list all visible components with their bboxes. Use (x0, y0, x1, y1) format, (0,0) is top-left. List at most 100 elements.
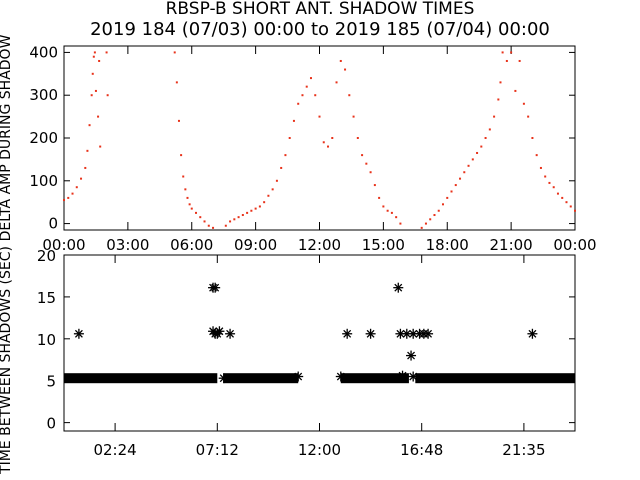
delta-amp-point (237, 216, 240, 219)
interval-marker (365, 328, 376, 339)
delta-amp-point (212, 226, 215, 229)
time-between-shadows-panel: TIME BETWEEN SHADOWS (SEC) 0 5 10 15 20 02:2… (0, 246, 576, 475)
delta-amp-point (271, 188, 274, 191)
delta-amp-point (480, 145, 483, 148)
delta-amp-point (352, 115, 355, 118)
delta-amp-point (548, 181, 551, 184)
delta-amp-point (535, 154, 538, 157)
baseline-marker-band (340, 373, 409, 384)
delta-amp-point (522, 102, 525, 105)
bottom-y-tick-label: 10 (37, 331, 56, 349)
delta-amp-point (90, 94, 93, 97)
delta-amp-point (188, 203, 191, 206)
delta-amp-point (88, 124, 91, 127)
interval-marker (406, 350, 417, 361)
bottom-x-tick-label: 07:12 (196, 441, 239, 459)
delta-amp-point (476, 151, 479, 154)
delta-amp-point (463, 171, 466, 174)
bottom-y-tick-label: 15 (37, 289, 56, 307)
delta-amp-point (284, 154, 287, 157)
delta-amp-point (441, 203, 444, 206)
delta-amp-point (75, 186, 78, 189)
interval-marker (335, 371, 346, 382)
delta-amp-point (250, 209, 253, 212)
delta-amp-point (177, 119, 180, 122)
delta-amp-point (91, 72, 94, 75)
delta-amp-point (488, 128, 491, 131)
top-y-tick-label: 400 (29, 43, 58, 61)
delta-amp-point (190, 207, 193, 210)
delta-amp-point (556, 192, 559, 195)
interval-marker (293, 371, 304, 382)
delta-amp-point (373, 184, 376, 187)
delta-amp-point (424, 222, 427, 225)
top-x-tick-label: 00:00 (42, 236, 85, 254)
delta-amp-point (98, 59, 101, 62)
delta-amp-point (514, 89, 517, 92)
delta-amp-point (429, 218, 432, 221)
delta-amp-point (305, 85, 308, 88)
delta-amp-point (454, 184, 457, 187)
top-y-tick-label: 300 (29, 86, 58, 104)
bottom-plot-frame (63, 254, 576, 432)
delta-amp-point (327, 145, 330, 148)
delta-amp-point (390, 211, 393, 214)
delta-amp-point (335, 81, 338, 84)
delta-amp-point (275, 179, 278, 182)
delta-amp-point (446, 196, 449, 199)
delta-amp-point (184, 188, 187, 191)
delta-amp-point (173, 51, 176, 54)
delta-amp-point (301, 94, 304, 97)
delta-amp-point (67, 196, 70, 199)
interval-marker (225, 328, 236, 339)
delta-amp-point (207, 224, 210, 227)
delta-amp-point (71, 192, 74, 195)
delta-amp-point (569, 205, 572, 208)
delta-amp-point (258, 205, 261, 208)
delta-amp-point (203, 220, 206, 223)
delta-amp-point (331, 137, 334, 139)
delta-amp-point (233, 218, 236, 221)
top-x-tick-label: 21:00 (490, 236, 533, 254)
delta-amp-point (280, 166, 283, 169)
delta-amp-point (539, 166, 542, 169)
top-x-tick-label: 03:00 (106, 236, 149, 254)
delta-amp-point (348, 94, 351, 97)
interval-marker (397, 370, 408, 381)
delta-amp-point (493, 115, 496, 118)
top-plot-frame (63, 45, 576, 231)
delta-amp-point (565, 201, 568, 204)
delta-amp-point (574, 209, 576, 212)
baseline-marker-band (223, 373, 299, 384)
top-x-tick-label: 00:00 (553, 236, 596, 254)
delta-amp-point (497, 98, 500, 101)
interval-marker (393, 282, 404, 293)
delta-amp-point (288, 137, 291, 139)
delta-amp-point (297, 102, 300, 105)
delta-amp-point (378, 196, 381, 199)
delta-amp-point (309, 77, 312, 80)
interval-marker (73, 328, 84, 339)
delta-amp-point (386, 209, 389, 212)
chart-title-line1: RBSP-B SHORT ANT. SHADOW TIMES (166, 0, 475, 19)
delta-amp-point (399, 222, 402, 225)
delta-amp-point (369, 171, 372, 174)
delta-amp-point (344, 68, 347, 71)
bottom-x-tick-label: 16:48 (400, 441, 443, 459)
delta-amp-point (510, 51, 513, 54)
delta-amp-point (365, 162, 368, 165)
top-x-tick-label: 18:00 (426, 236, 469, 254)
delta-amp-point (84, 166, 87, 169)
interval-marker (527, 328, 538, 339)
bottom-y-axis-label: TIME BETWEEN SHADOWS (SEC) (0, 246, 14, 475)
bottom-x-tick-label: 02:24 (93, 441, 136, 459)
top-y-axis-label: DELTA AMP DURING SHADOW (0, 34, 14, 241)
delta-amp-panel: DELTA AMP DURING SHADOW 0 100 200 300 400 00… (0, 34, 597, 254)
delta-amp-point (263, 201, 266, 204)
bottom-y-tick-label: 5 (46, 373, 56, 391)
delta-amp-point (561, 196, 564, 199)
delta-amp-point (267, 194, 270, 197)
top-y-tick-label: 0 (48, 215, 58, 233)
delta-amp-point (224, 224, 227, 227)
